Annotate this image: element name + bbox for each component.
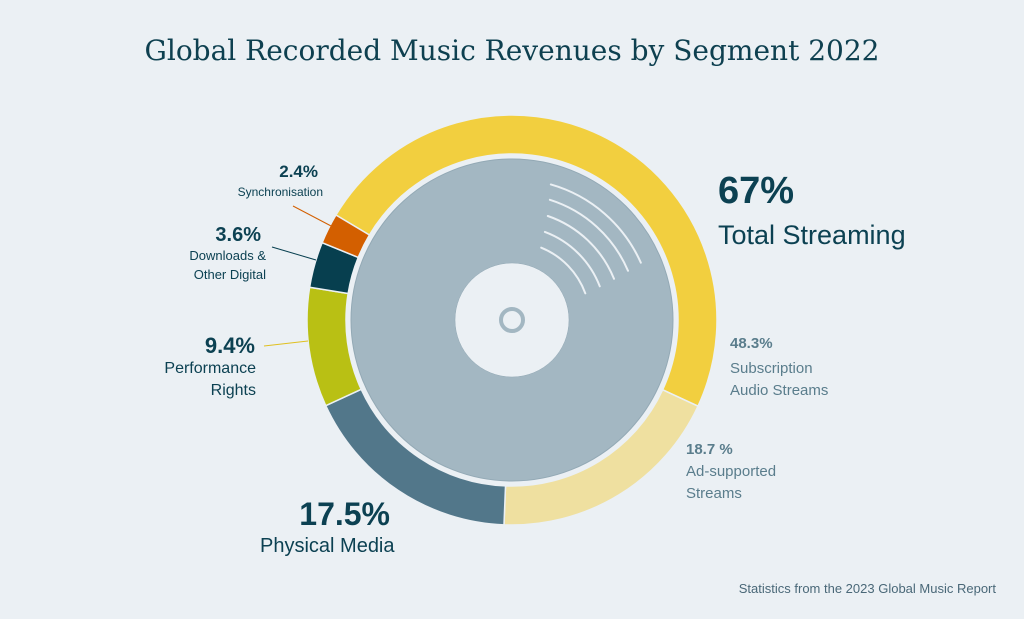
adsupported-label-2: Streams bbox=[686, 485, 742, 502]
subscription-value: 48.3% bbox=[730, 335, 773, 352]
physical-value: 17.5% bbox=[299, 496, 390, 532]
leader-line-sync bbox=[292, 205, 334, 228]
subscription-label-2: Audio Streams bbox=[730, 382, 829, 399]
leader-line-performance bbox=[263, 340, 309, 347]
source-footnote: Statistics from the 2023 Global Music Re… bbox=[738, 581, 996, 596]
sync-label: Synchronisation bbox=[237, 185, 323, 199]
donut-segment-sync bbox=[321, 214, 371, 259]
performance-label-1: Performance bbox=[164, 360, 256, 377]
downloads-label-2: Other Digital bbox=[193, 267, 266, 282]
performance-label-2: Rights bbox=[210, 382, 256, 399]
donut-segment-subscription bbox=[334, 114, 718, 408]
groove-arc bbox=[540, 246, 587, 295]
physical-label: Physical Media bbox=[260, 535, 395, 557]
record-grooves-icon bbox=[540, 183, 642, 295]
donut-segments bbox=[306, 114, 718, 526]
downloads-label-1: Downloads & bbox=[189, 248, 266, 263]
total-streaming-label: Total Streaming bbox=[718, 220, 906, 250]
chart-title: Global Recorded Music Revenues by Segmen… bbox=[144, 34, 880, 67]
adsupported-value: 18.7 % bbox=[686, 441, 733, 458]
groove-arc bbox=[549, 183, 642, 264]
groove-arc bbox=[548, 198, 629, 272]
groove-arc bbox=[543, 230, 601, 288]
performance-value: 9.4% bbox=[204, 333, 255, 358]
spindle-hole-icon bbox=[499, 307, 525, 333]
groove-arc bbox=[546, 214, 615, 280]
leader-line-downloads bbox=[271, 246, 317, 261]
total-streaming-value: 67% bbox=[718, 170, 795, 212]
subscription-label-1: Subscription bbox=[730, 360, 813, 377]
downloads-value: 3.6% bbox=[215, 224, 261, 246]
adsupported-label-1: Ad-supported bbox=[686, 463, 777, 480]
sync-value: 2.4% bbox=[279, 162, 318, 181]
